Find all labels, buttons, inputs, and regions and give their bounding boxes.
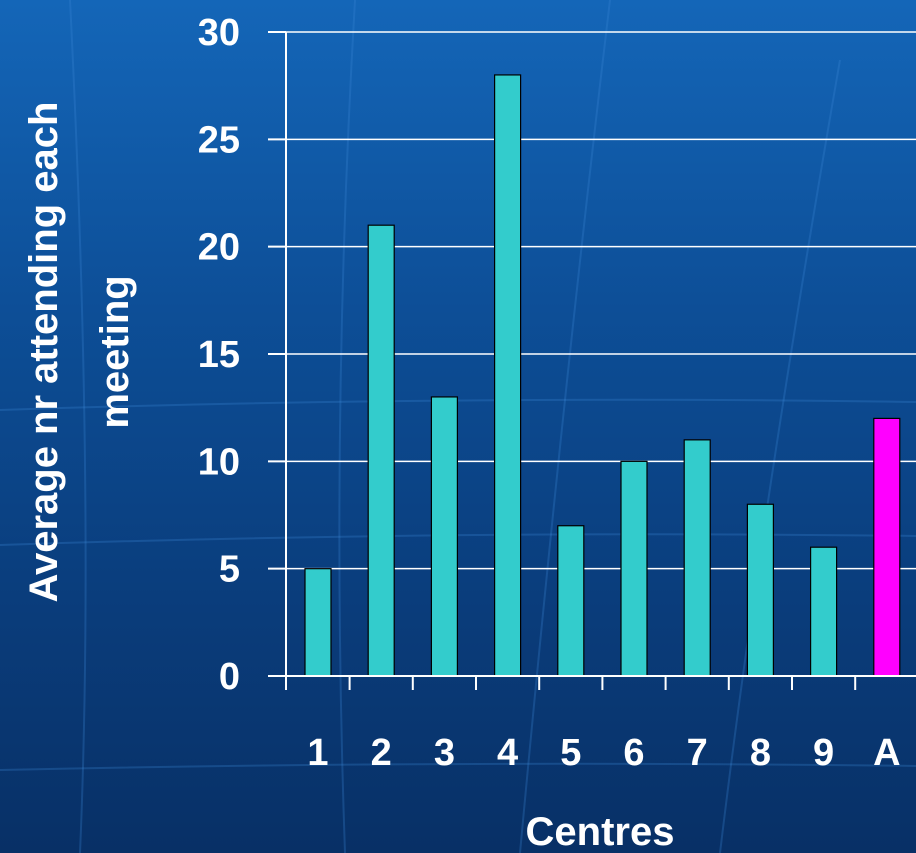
bars [304, 74, 901, 677]
x-tick-label: 3 [434, 732, 455, 774]
decorative-line [0, 762, 916, 771]
bar-7 [683, 439, 711, 677]
bar-5 [557, 525, 585, 677]
decorative-line [0, 398, 916, 411]
bar-1 [304, 568, 332, 677]
y-tick-label: 0 [219, 656, 240, 698]
x-tick-label: 1 [307, 732, 328, 774]
x-tick-label: 5 [560, 732, 581, 774]
x-tick-label: 4 [497, 732, 518, 774]
x-tick-label: A [873, 732, 900, 774]
bar-2 [367, 224, 395, 677]
y-axis-title-line-1: Average nr attending each [22, 102, 66, 603]
decorative-line [69, 0, 87, 853]
y-tick-label: 10 [198, 441, 240, 483]
x-tick-label: 2 [371, 732, 392, 774]
decorative-line [519, 0, 611, 853]
x-tick-label: 8 [750, 732, 771, 774]
x-tick-label: 9 [813, 732, 834, 774]
y-tick-label: 30 [198, 12, 240, 54]
bar-A [873, 417, 901, 677]
bar-4 [494, 74, 522, 677]
decorative-line [719, 59, 841, 853]
y-tick-label: 20 [198, 227, 240, 269]
y-tick-label: 25 [198, 119, 240, 161]
x-tick-label: 6 [623, 732, 644, 774]
decorative-line [338, 0, 356, 853]
y-tick-label: 15 [198, 334, 240, 376]
axes [268, 31, 916, 690]
bar-6 [620, 460, 648, 677]
y-axis-title-line-2: meeting [93, 275, 137, 428]
x-tick-label: 7 [687, 732, 708, 774]
x-axis-title: Centres [526, 810, 675, 853]
decorative-line [0, 533, 916, 546]
y-tick-labels: 0 5 10 15 20 25 30 [198, 12, 240, 698]
y-tick-label: 5 [219, 549, 240, 591]
bar-8 [746, 503, 775, 677]
bar-9 [809, 546, 838, 677]
bar-3 [430, 396, 458, 677]
